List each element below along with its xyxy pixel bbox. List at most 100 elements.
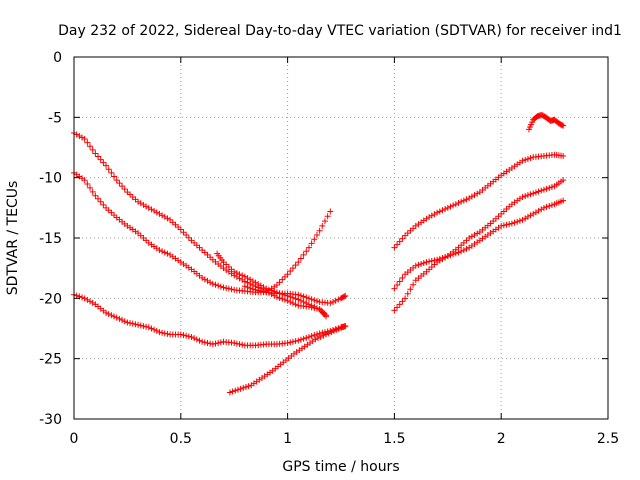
data-point-interp — [183, 231, 190, 238]
data-point-interp — [229, 388, 236, 395]
data-point-interp — [341, 293, 348, 300]
data-point-interp — [119, 183, 126, 190]
data-point-interp — [559, 122, 566, 129]
data-point-interp — [300, 293, 307, 300]
data-point-interp — [201, 276, 208, 283]
data-point-interp — [548, 202, 555, 209]
data-point-interp — [193, 336, 200, 343]
data-point-interp — [116, 315, 123, 322]
data-point-interp — [543, 185, 550, 192]
data-point — [145, 324, 152, 331]
y-tick-label: -20 — [39, 291, 62, 307]
data-point-interp — [255, 287, 262, 294]
data-point-interp — [297, 255, 304, 262]
data-point — [342, 292, 349, 299]
data-point-interp — [311, 332, 318, 339]
data-point-interp — [399, 274, 406, 281]
data-point-interp — [212, 340, 219, 347]
data-point-interp — [297, 292, 304, 299]
data-point-interp — [331, 327, 338, 334]
data-point — [113, 314, 120, 321]
data-point-interp — [225, 285, 232, 292]
data-point-interp — [522, 193, 529, 200]
data-point-interp — [148, 206, 155, 213]
data-point-interp — [100, 201, 107, 208]
data-point-interp — [548, 184, 555, 191]
data-point-interp — [217, 339, 224, 346]
series-track-9 — [391, 197, 567, 314]
data-point-interp — [244, 275, 251, 282]
data-point-interp — [321, 218, 328, 225]
data-point-interp — [524, 192, 531, 199]
x-tick-label: 2 — [497, 431, 506, 447]
data-point-interp — [442, 254, 449, 261]
data-point-interp — [121, 186, 128, 193]
data-point-interp — [463, 245, 470, 252]
data-point — [530, 210, 537, 217]
data-point-interp — [426, 214, 433, 221]
data-point-interp — [240, 384, 247, 391]
data-point-interp — [89, 146, 96, 153]
x-tick-label: 2.5 — [597, 431, 619, 447]
data-point-interp — [161, 213, 168, 220]
data-point — [342, 323, 349, 330]
data-point-interp — [204, 339, 211, 346]
data-point-interp — [447, 252, 454, 259]
series-track-7 — [391, 151, 567, 251]
data-point — [312, 336, 319, 343]
data-point-interp — [317, 333, 324, 340]
data-point-interp — [129, 320, 136, 327]
data-point-interp — [137, 200, 144, 207]
data-point-interp — [245, 383, 252, 390]
data-point-interp — [89, 299, 96, 306]
data-point-interp — [418, 260, 425, 267]
data-point — [226, 389, 233, 396]
data-point — [81, 177, 88, 184]
data-point-interp — [324, 213, 331, 220]
data-point — [103, 162, 110, 169]
data-point-interp — [249, 285, 256, 292]
data-point-interp — [73, 292, 80, 299]
data-point-interp — [249, 278, 256, 285]
data-point-interp — [311, 297, 318, 304]
series-track-4 — [214, 250, 330, 319]
data-point-interp — [415, 261, 422, 268]
data-point-interp — [313, 231, 320, 238]
data-point — [508, 220, 515, 227]
data-point-interp — [303, 294, 310, 301]
data-point — [135, 321, 142, 328]
data-point — [327, 300, 334, 307]
data-point — [327, 208, 334, 215]
data-point — [113, 177, 120, 184]
data-point — [305, 301, 312, 308]
data-point — [124, 319, 131, 326]
data-point-interp — [303, 300, 310, 307]
data-point — [231, 339, 238, 346]
data-point-interp — [410, 281, 417, 288]
data-point — [560, 197, 567, 204]
data-point-interp — [297, 297, 304, 304]
data-point-interp — [279, 291, 286, 298]
data-point-interp — [151, 326, 158, 333]
data-point-interp — [474, 190, 481, 197]
data-point-interp — [426, 258, 433, 265]
data-point-interp — [428, 212, 435, 219]
data-point-interp — [164, 250, 171, 257]
data-point-interp — [89, 188, 96, 195]
data-point — [199, 338, 206, 345]
data-point-interp — [399, 298, 406, 305]
data-point-interp — [535, 188, 542, 195]
data-point-interp — [546, 203, 553, 210]
data-point — [188, 333, 195, 340]
data-point-interp — [236, 341, 243, 348]
data-point-interp — [281, 273, 288, 280]
data-point-interp — [538, 187, 545, 194]
data-point-interp — [84, 139, 91, 146]
data-point — [519, 157, 526, 164]
data-point — [540, 204, 547, 211]
data-point — [498, 222, 505, 229]
data-point-interp — [143, 323, 150, 330]
data-point-interp — [319, 222, 326, 229]
data-point-interp — [233, 269, 240, 276]
